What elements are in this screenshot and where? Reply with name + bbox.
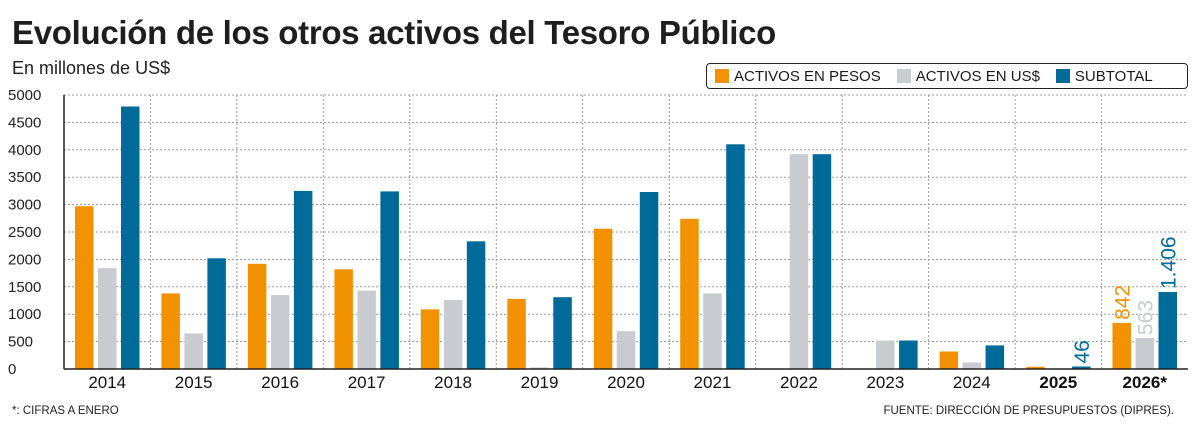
legend-item-pesos: ACTIVOS EN PESOS — [715, 68, 881, 85]
bar-subtotal — [293, 190, 313, 369]
y-tick-label: 3500 — [8, 169, 41, 186]
y-tick-label: 5000 — [8, 87, 41, 104]
legend-label-subtotal: SUBTOTAL — [1074, 67, 1153, 85]
y-tick-label: 3000 — [8, 197, 41, 214]
bar-pesos — [939, 351, 959, 369]
legend-label-usd: ACTIVOS EN US$ — [915, 67, 1040, 85]
bar-usd — [962, 362, 982, 369]
bar-subtotal — [1158, 292, 1177, 369]
x-tick-label: 2022 — [780, 373, 818, 392]
x-tick-label: 2018 — [434, 373, 472, 392]
data-label-subtotal: 1.406 — [1157, 236, 1180, 289]
bar-subtotal — [812, 154, 832, 369]
legend-swatch-subtotal — [1055, 69, 1070, 83]
bar-usd — [876, 340, 895, 369]
x-tick-label: 2024 — [953, 373, 991, 392]
bar-pesos — [1026, 366, 1045, 369]
bar-pesos — [507, 298, 526, 369]
bar-subtotal — [639, 192, 659, 369]
bar-pesos — [161, 293, 180, 369]
legend-swatch-pesos — [715, 69, 729, 83]
bar-pesos — [420, 309, 440, 369]
bar-pesos — [247, 263, 267, 369]
x-tick-label: 2026* — [1123, 373, 1168, 392]
bar-subtotal — [380, 191, 399, 369]
bar-pesos — [680, 218, 699, 369]
bar-pesos — [1112, 322, 1131, 369]
y-tick-label: 0 — [8, 361, 16, 378]
bar-usd — [703, 293, 722, 369]
y-tick-label: 2000 — [8, 251, 41, 268]
bar-pesos — [334, 269, 353, 369]
bar-subtotal — [121, 106, 140, 369]
x-tick-label: 2021 — [694, 373, 732, 392]
bar-usd — [270, 295, 290, 369]
y-tick-label: 4500 — [8, 114, 41, 131]
x-tick-label: 2014 — [88, 373, 126, 392]
bar-subtotal — [553, 297, 572, 369]
legend-swatch-usd — [896, 69, 911, 83]
bar-pesos — [75, 206, 94, 369]
bar-usd — [98, 268, 117, 369]
bar-subtotal — [1072, 366, 1091, 369]
y-tick-label: 4000 — [8, 142, 41, 159]
y-tick-label: 500 — [8, 334, 33, 351]
bar-usd — [1135, 338, 1154, 369]
chart-title: Evolución de los otros activos del Tesor… — [12, 14, 777, 51]
y-tick-label: 2500 — [8, 224, 41, 241]
bar-usd — [789, 154, 809, 369]
footnote: *: CIFRAS A ENERO — [12, 405, 119, 417]
bar-usd — [443, 300, 463, 369]
y-tick-label: 1500 — [8, 279, 41, 296]
x-tick-label: 2015 — [175, 373, 213, 392]
bar-usd — [357, 290, 376, 369]
chart-subtitle: En millones de US$ — [12, 58, 171, 78]
data-label-usd: 563 — [1134, 300, 1157, 335]
x-tick-label: 2019 — [521, 373, 559, 392]
legend-label-pesos: ACTIVOS EN PESOS — [734, 67, 881, 85]
legend: ACTIVOS EN PESOS ACTIVOS EN US$ SUBTOTAL — [706, 63, 1188, 89]
bar-subtotal — [985, 345, 1005, 369]
source-note: FUENTE: DIRECCIÓN DE PRESUPUESTOS (DIPRE… — [883, 405, 1174, 417]
bar-usd — [616, 331, 636, 369]
bar-subtotal — [207, 258, 226, 369]
legend-item-subtotal: SUBTOTAL — [1055, 67, 1153, 85]
bar-usd — [184, 333, 203, 369]
data-label-pesos: 842 — [1111, 285, 1134, 320]
x-tick-label: 2025 — [1039, 373, 1077, 392]
x-tick-label: 2020 — [607, 373, 645, 392]
y-tick-label: 1000 — [8, 306, 41, 323]
x-tick-label: 2017 — [348, 373, 386, 392]
bar-pesos — [593, 228, 613, 369]
x-tick-label: 2023 — [866, 373, 904, 392]
bar-subtotal — [466, 241, 486, 369]
bar-subtotal — [899, 340, 918, 369]
bar-subtotal — [726, 144, 745, 369]
x-tick-label: 2016 — [261, 373, 299, 392]
data-label-subtotal: 46 — [1071, 340, 1094, 363]
bar-usd — [530, 367, 549, 369]
legend-item-usd: ACTIVOS EN US$ — [896, 67, 1040, 85]
